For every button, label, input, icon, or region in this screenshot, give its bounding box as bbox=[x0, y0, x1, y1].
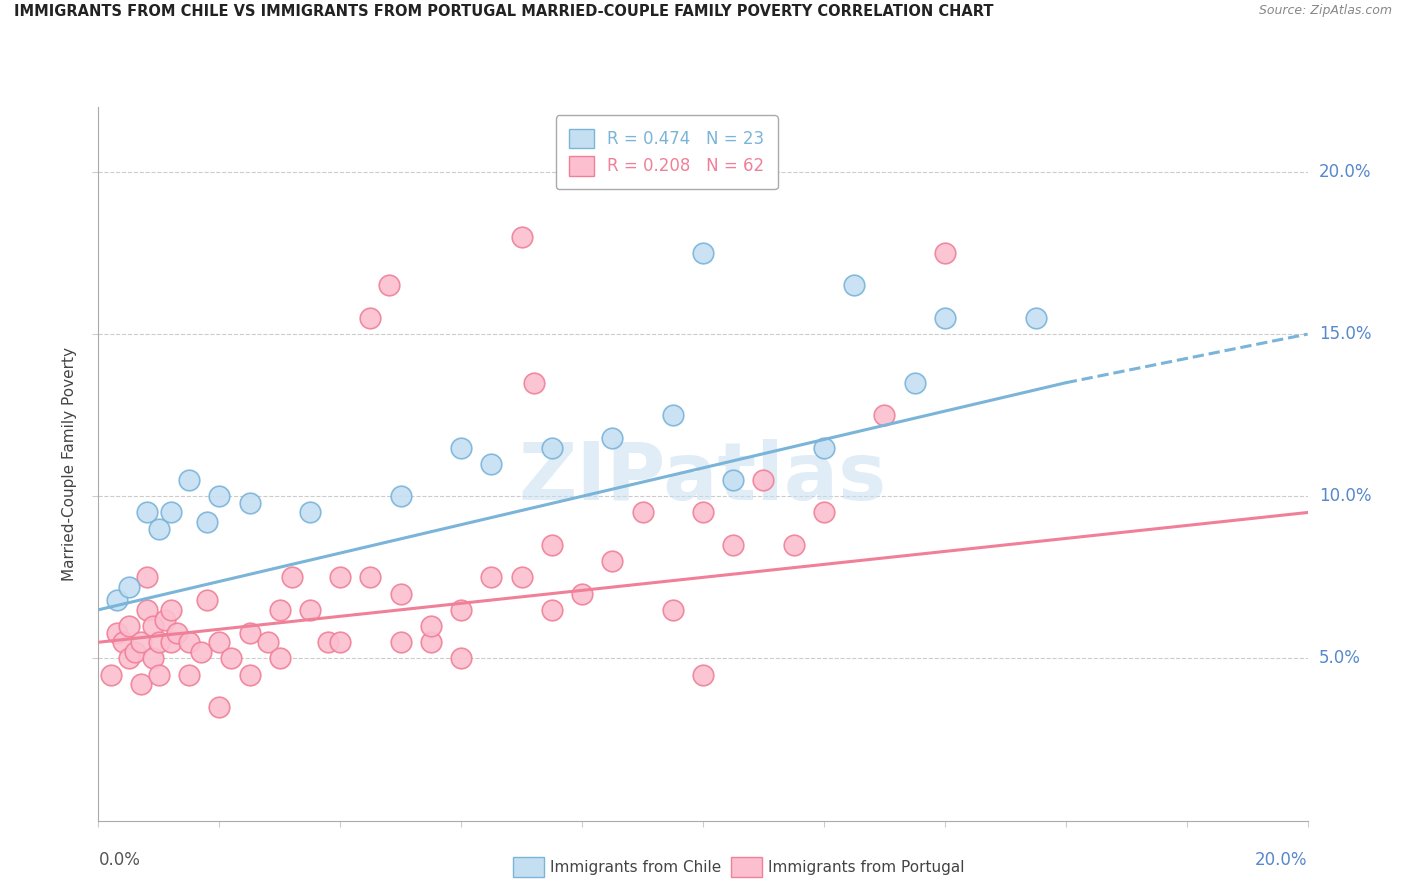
Text: 10.0%: 10.0% bbox=[1319, 487, 1371, 505]
Text: ZIPatlas: ZIPatlas bbox=[519, 439, 887, 517]
Point bbox=[239, 667, 262, 681]
Point bbox=[450, 603, 472, 617]
Point bbox=[481, 570, 503, 584]
Point bbox=[111, 635, 134, 649]
Point bbox=[118, 580, 141, 594]
Point bbox=[166, 625, 188, 640]
Y-axis label: Married-Couple Family Poverty: Married-Couple Family Poverty bbox=[62, 347, 77, 581]
Point bbox=[179, 473, 201, 487]
Point bbox=[934, 310, 956, 325]
Point bbox=[256, 635, 278, 649]
Point bbox=[160, 603, 183, 617]
Point bbox=[135, 603, 157, 617]
Point bbox=[389, 586, 412, 600]
Text: Immigrants from Chile: Immigrants from Chile bbox=[550, 860, 721, 874]
Point bbox=[752, 473, 775, 487]
Point bbox=[540, 538, 562, 552]
Point bbox=[450, 651, 472, 665]
Point bbox=[142, 619, 165, 633]
Point bbox=[118, 619, 141, 633]
Point bbox=[105, 593, 128, 607]
Point bbox=[124, 645, 146, 659]
Point bbox=[602, 554, 624, 568]
Point bbox=[661, 408, 683, 422]
Point bbox=[142, 651, 165, 665]
Point bbox=[571, 586, 593, 600]
Point bbox=[782, 538, 804, 552]
Point bbox=[316, 635, 339, 649]
Text: Immigrants from Portugal: Immigrants from Portugal bbox=[768, 860, 965, 874]
Legend: R = 0.474   N = 23, R = 0.208   N = 62: R = 0.474 N = 23, R = 0.208 N = 62 bbox=[555, 115, 778, 189]
Point bbox=[195, 593, 218, 607]
Point bbox=[723, 538, 745, 552]
Point bbox=[208, 700, 231, 714]
Point bbox=[148, 635, 170, 649]
Point bbox=[631, 506, 654, 520]
Point bbox=[129, 677, 152, 691]
Text: 5.0%: 5.0% bbox=[1319, 649, 1361, 667]
Point bbox=[118, 651, 141, 665]
Point bbox=[135, 506, 157, 520]
Point bbox=[299, 603, 322, 617]
Point bbox=[661, 603, 683, 617]
Point bbox=[281, 570, 304, 584]
Point bbox=[692, 667, 714, 681]
Point bbox=[269, 603, 291, 617]
Point bbox=[208, 635, 231, 649]
Point bbox=[221, 651, 243, 665]
Point bbox=[813, 441, 835, 455]
Point bbox=[692, 506, 714, 520]
Point bbox=[904, 376, 927, 390]
Text: 20.0%: 20.0% bbox=[1319, 163, 1371, 181]
Point bbox=[129, 635, 152, 649]
Text: IMMIGRANTS FROM CHILE VS IMMIGRANTS FROM PORTUGAL MARRIED-COUPLE FAMILY POVERTY : IMMIGRANTS FROM CHILE VS IMMIGRANTS FROM… bbox=[14, 4, 994, 20]
Text: Source: ZipAtlas.com: Source: ZipAtlas.com bbox=[1258, 4, 1392, 18]
Point bbox=[602, 431, 624, 445]
Point bbox=[377, 278, 399, 293]
Point bbox=[510, 570, 533, 584]
Point bbox=[873, 408, 896, 422]
Point bbox=[510, 229, 533, 244]
Text: 20.0%: 20.0% bbox=[1256, 851, 1308, 869]
Point bbox=[723, 473, 745, 487]
Point bbox=[360, 310, 382, 325]
Point bbox=[692, 246, 714, 260]
Point bbox=[179, 635, 201, 649]
Point bbox=[360, 570, 382, 584]
Point bbox=[100, 667, 122, 681]
Point bbox=[540, 603, 562, 617]
Point bbox=[389, 489, 412, 503]
Point bbox=[540, 441, 562, 455]
Point bbox=[420, 635, 443, 649]
Point bbox=[179, 667, 201, 681]
Point bbox=[420, 619, 443, 633]
Point bbox=[195, 515, 218, 529]
Point bbox=[239, 625, 262, 640]
Point bbox=[813, 506, 835, 520]
Point bbox=[105, 625, 128, 640]
Point bbox=[148, 522, 170, 536]
Point bbox=[934, 246, 956, 260]
Point bbox=[329, 570, 352, 584]
Point bbox=[190, 645, 212, 659]
Point bbox=[329, 635, 352, 649]
Point bbox=[208, 489, 231, 503]
Text: 15.0%: 15.0% bbox=[1319, 325, 1371, 343]
Point bbox=[523, 376, 546, 390]
Point bbox=[269, 651, 291, 665]
Point bbox=[450, 441, 472, 455]
Point bbox=[153, 613, 176, 627]
Point bbox=[1024, 310, 1046, 325]
Point bbox=[481, 457, 503, 471]
Point bbox=[389, 635, 412, 649]
Point bbox=[299, 506, 322, 520]
Point bbox=[239, 496, 262, 510]
Text: 0.0%: 0.0% bbox=[98, 851, 141, 869]
Point bbox=[148, 667, 170, 681]
Point bbox=[135, 570, 157, 584]
Point bbox=[160, 635, 183, 649]
Point bbox=[160, 506, 183, 520]
Point bbox=[844, 278, 866, 293]
